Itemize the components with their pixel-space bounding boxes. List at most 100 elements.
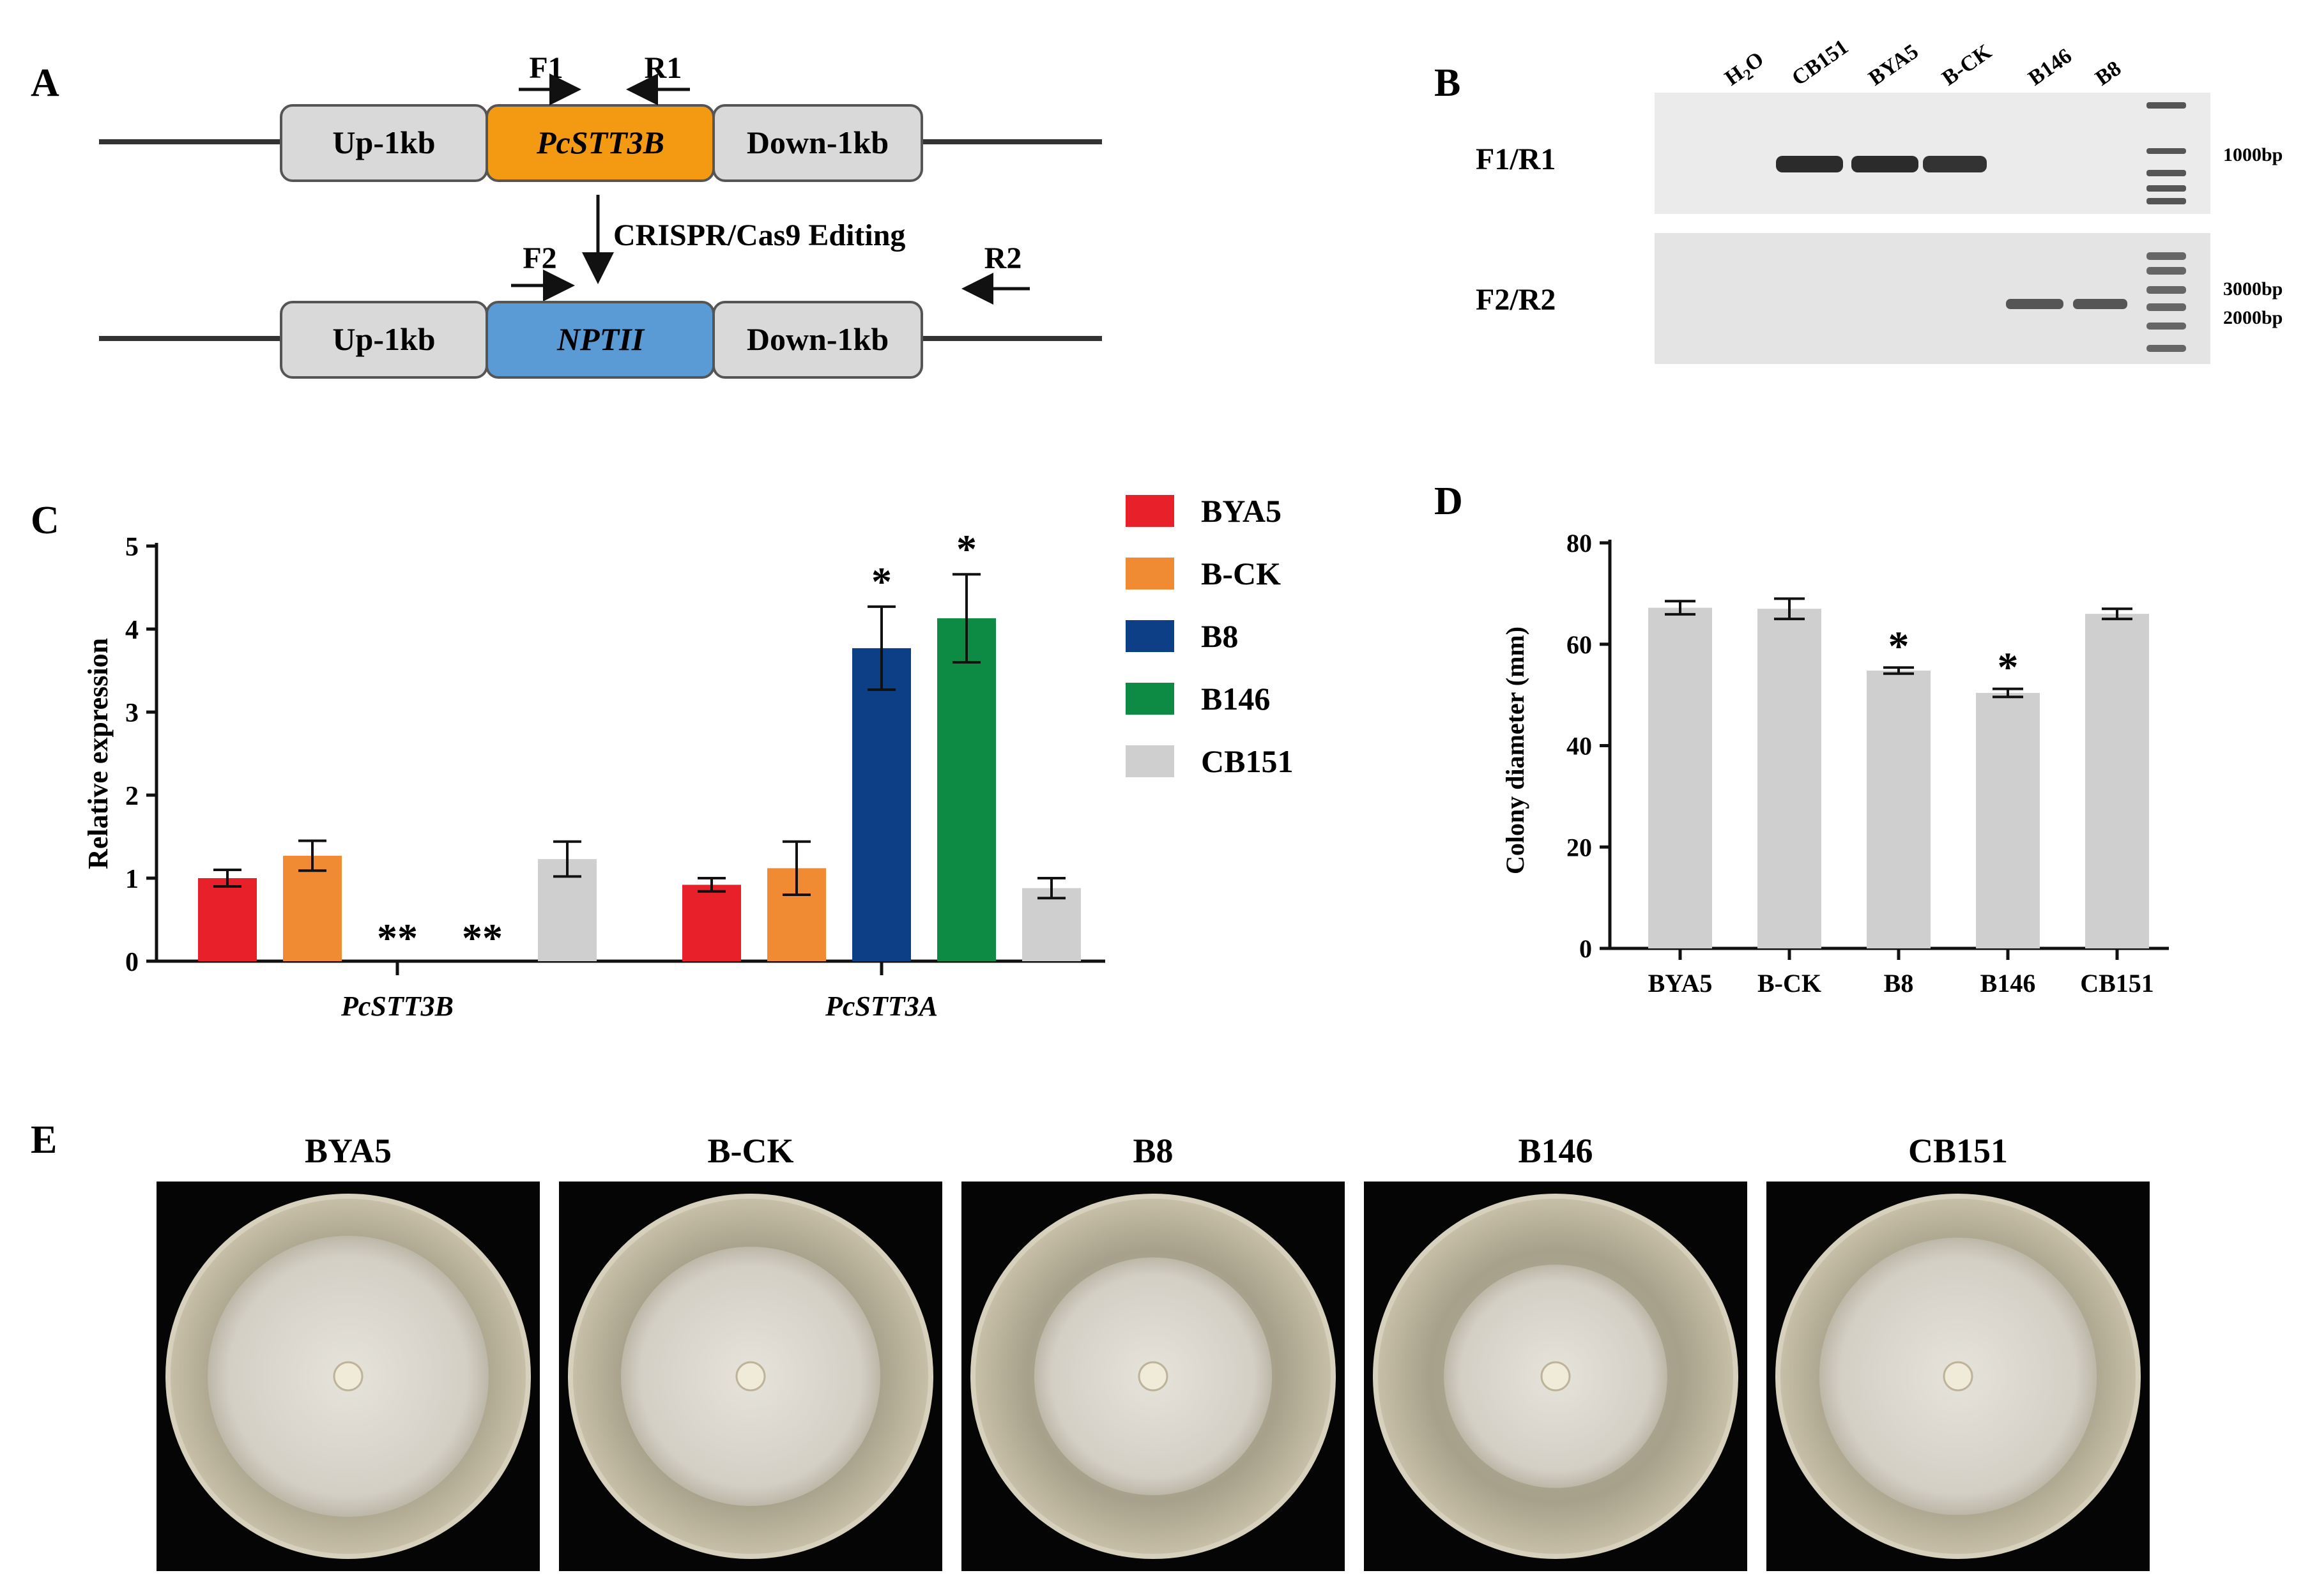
- primer-f2: F2: [523, 241, 556, 275]
- inoculum-plug: [333, 1361, 363, 1392]
- label-down-top: Down-1kb: [747, 125, 889, 160]
- gel-lane-labels: H2O CB151 BYA5 B-CK B146 B8: [1720, 35, 2125, 93]
- c-bar: [198, 878, 257, 961]
- gel-band-b146-bottom: [2006, 299, 2063, 309]
- c-y-tick-label: 1: [125, 865, 139, 894]
- legend-swatch: [1126, 745, 1174, 777]
- panel-label-a: A: [31, 61, 59, 105]
- legend-label: B8: [1201, 618, 1238, 654]
- editing-label: CRISPR/Cas9 Editing: [613, 218, 905, 252]
- plate-label: B146: [1518, 1132, 1593, 1170]
- c-significance-label: *: [956, 526, 977, 572]
- lane-label-cb151: CB151: [1787, 35, 1853, 91]
- d-bar: [1976, 692, 2040, 948]
- box-down-top: [712, 104, 923, 182]
- c-y-tick-label: 4: [125, 616, 139, 645]
- label-up-top: Up-1kb: [332, 125, 435, 160]
- d-y-tick-label: 40: [1566, 732, 1592, 761]
- inoculum-plug: [1943, 1361, 1973, 1392]
- panel-b: B H2O CB151 BYA5 B-CK B146 B8 F1/R1 F2/R…: [1434, 35, 2283, 364]
- lane-label-b8: B8: [2091, 56, 2125, 90]
- gel-band-bya5-top: [1851, 156, 1918, 172]
- gel-bottom: [1655, 233, 2210, 364]
- panel-label-c: C: [31, 499, 59, 542]
- box-down-bottom: [712, 301, 923, 379]
- size-label-3000: 3000bp: [2223, 278, 2283, 300]
- legend-swatch: [1126, 495, 1174, 527]
- d-x-tick-label: B8: [1884, 969, 1914, 998]
- legend-label: B-CK: [1201, 556, 1281, 591]
- c-y-tick-label: 0: [125, 948, 139, 977]
- legend-c: BYA5 B-CK B8 B146 CB151: [1126, 493, 1293, 779]
- label-marker-bottom: NPTII: [556, 321, 645, 357]
- d-bar: [1757, 609, 1821, 948]
- lane-label-bya5: BYA5: [1864, 40, 1922, 90]
- c-significance-label: *: [871, 559, 892, 604]
- c-significance-label: **: [377, 915, 418, 961]
- chart-d: 0 20 40 60 80 BYA5 B-CK B8 * B146 * CB151: [1566, 529, 2169, 998]
- d-x-tick-label: B-CK: [1757, 969, 1821, 998]
- c-bar: [283, 855, 342, 961]
- c-bar: [1022, 888, 1081, 961]
- primer-r2: R2: [984, 241, 1022, 275]
- c-bar: [937, 618, 996, 961]
- legend-label: BYA5: [1201, 493, 1282, 529]
- c-x-tick-label: PcSTT3A: [825, 991, 938, 1022]
- d-bar: [2085, 614, 2149, 948]
- d-bar: [1867, 671, 1931, 948]
- panel-label-e: E: [31, 1118, 57, 1162]
- inoculum-plug: [1138, 1361, 1168, 1392]
- lane-label-bck: B-CK: [1938, 40, 1996, 90]
- c-significance-label: **: [462, 915, 503, 961]
- primer-f1: F1: [529, 51, 563, 85]
- primer-r1: R1: [645, 51, 682, 85]
- size-label-2000: 2000bp: [2223, 307, 2283, 328]
- label-up-bottom: Up-1kb: [332, 321, 435, 357]
- plates-row: BYA5 B-CK B8 B146 CB151: [157, 1132, 2150, 1571]
- lane-label-h2o: H2O: [1720, 47, 1770, 93]
- c-y-tick-label: 5: [125, 533, 139, 562]
- plate-label: B-CK: [708, 1132, 794, 1170]
- d-significance-label: *: [1888, 623, 1909, 669]
- panel-label-d: D: [1434, 480, 1463, 523]
- plate-label: B8: [1133, 1132, 1173, 1170]
- d-y-tick-label: 0: [1579, 934, 1592, 963]
- lane-label-b146: B146: [2024, 44, 2076, 91]
- label-down-bottom: Down-1kb: [747, 321, 889, 357]
- size-label-1000: 1000bp: [2223, 144, 2283, 165]
- d-ylabel: Colony diameter (mm): [1501, 627, 1529, 874]
- inoculum-plug: [735, 1361, 766, 1392]
- gel-ladder-bottom: [2146, 252, 2186, 352]
- d-significance-label: *: [1998, 644, 2019, 691]
- legend-label: B146: [1201, 681, 1270, 717]
- gel-row-label-f2r2: F2/R2: [1476, 283, 1556, 317]
- c-y-tick-label: 3: [125, 699, 139, 728]
- c-bar: [852, 648, 911, 961]
- c-ylabel: Relative expression: [82, 638, 114, 869]
- plate-label: BYA5: [305, 1132, 392, 1170]
- panel-e: E BYA5 B-CK B8 B146 CB151: [31, 1118, 2150, 1571]
- legend-label: CB151: [1201, 743, 1293, 779]
- panel-label-b: B: [1434, 61, 1460, 105]
- panel-a: A Up-1kb PcSTT3B Down-1kb F1 R1 CRISPR/C…: [31, 51, 1102, 379]
- gel-band-cb151-top: [1776, 156, 1843, 172]
- gel-band-bck-top: [1923, 156, 1987, 172]
- label-target-top: PcSTT3B: [536, 125, 664, 160]
- d-x-tick-label: CB151: [2080, 969, 2154, 998]
- d-y-tick-label: 60: [1566, 630, 1592, 659]
- gel-row-label-f1r1: F1/R1: [1476, 142, 1556, 176]
- legend-swatch: [1126, 558, 1174, 589]
- c-bar: [682, 885, 741, 961]
- panel-d: D Colony diameter (mm) 0 20 40 60 80 BYA5 B-CK…: [1434, 480, 2169, 998]
- gel-top: [1655, 93, 2210, 214]
- plate-label: CB151: [1908, 1132, 2008, 1170]
- d-bar: [1648, 607, 1712, 948]
- gel-band-b8-bottom: [2073, 299, 2127, 309]
- d-x-tick-label: BYA5: [1648, 969, 1713, 998]
- legend-swatch: [1126, 620, 1174, 652]
- d-y-tick-label: 80: [1566, 529, 1592, 558]
- c-x-tick-label: PcSTT3B: [340, 991, 454, 1022]
